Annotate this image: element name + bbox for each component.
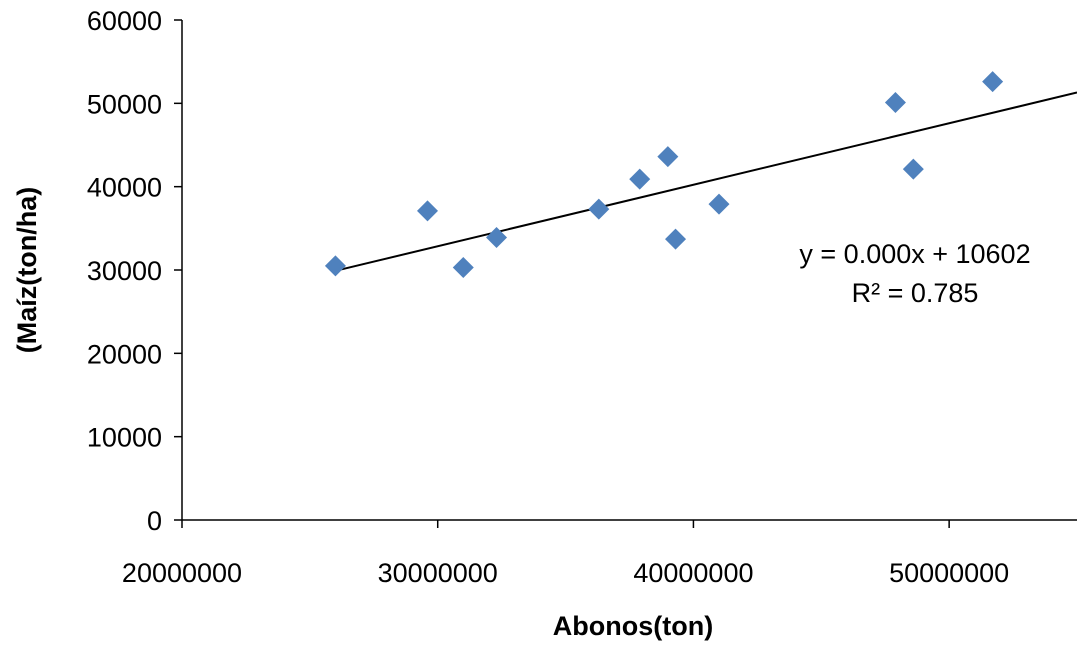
- x-tick-label: 50000000: [889, 558, 1009, 588]
- data-point: [324, 255, 346, 277]
- y-tick-label: 50000: [87, 89, 162, 119]
- data-point: [416, 200, 438, 222]
- trendline-equation: y = 0.000x + 10602: [799, 239, 1030, 269]
- y-tick-label: 0: [147, 506, 162, 536]
- y-axis-title: (Maíz(ton/ha): [12, 187, 42, 353]
- trendline-r-squared: R² = 0.785: [852, 278, 979, 308]
- y-tick-label: 20000: [87, 339, 162, 369]
- x-tick-label: 30000000: [378, 558, 498, 588]
- data-point: [708, 193, 730, 215]
- data-point: [665, 228, 687, 250]
- x-axis-title: Abonos(ton): [553, 611, 713, 641]
- data-point: [657, 146, 679, 168]
- data-point: [588, 198, 610, 220]
- data-point: [884, 92, 906, 113]
- trendline: [335, 91, 1077, 272]
- y-axis-ticks: 0 10000 20000 30000 40000 50000 60000: [87, 6, 182, 536]
- y-tick-label: 30000: [87, 256, 162, 286]
- data-point: [902, 158, 924, 180]
- x-tick-label: 40000000: [633, 558, 753, 588]
- data-points: [324, 71, 1004, 278]
- x-tick-label: 20000000: [122, 558, 242, 588]
- y-tick-label: 60000: [87, 6, 162, 36]
- data-point: [486, 227, 508, 248]
- x-axis-ticks: 20000000 30000000 40000000 50000000: [122, 520, 1009, 588]
- y-tick-label: 40000: [87, 173, 162, 203]
- y-tick-label: 10000: [87, 423, 162, 453]
- data-point: [452, 257, 474, 278]
- data-point: [629, 168, 651, 190]
- data-point: [982, 71, 1004, 93]
